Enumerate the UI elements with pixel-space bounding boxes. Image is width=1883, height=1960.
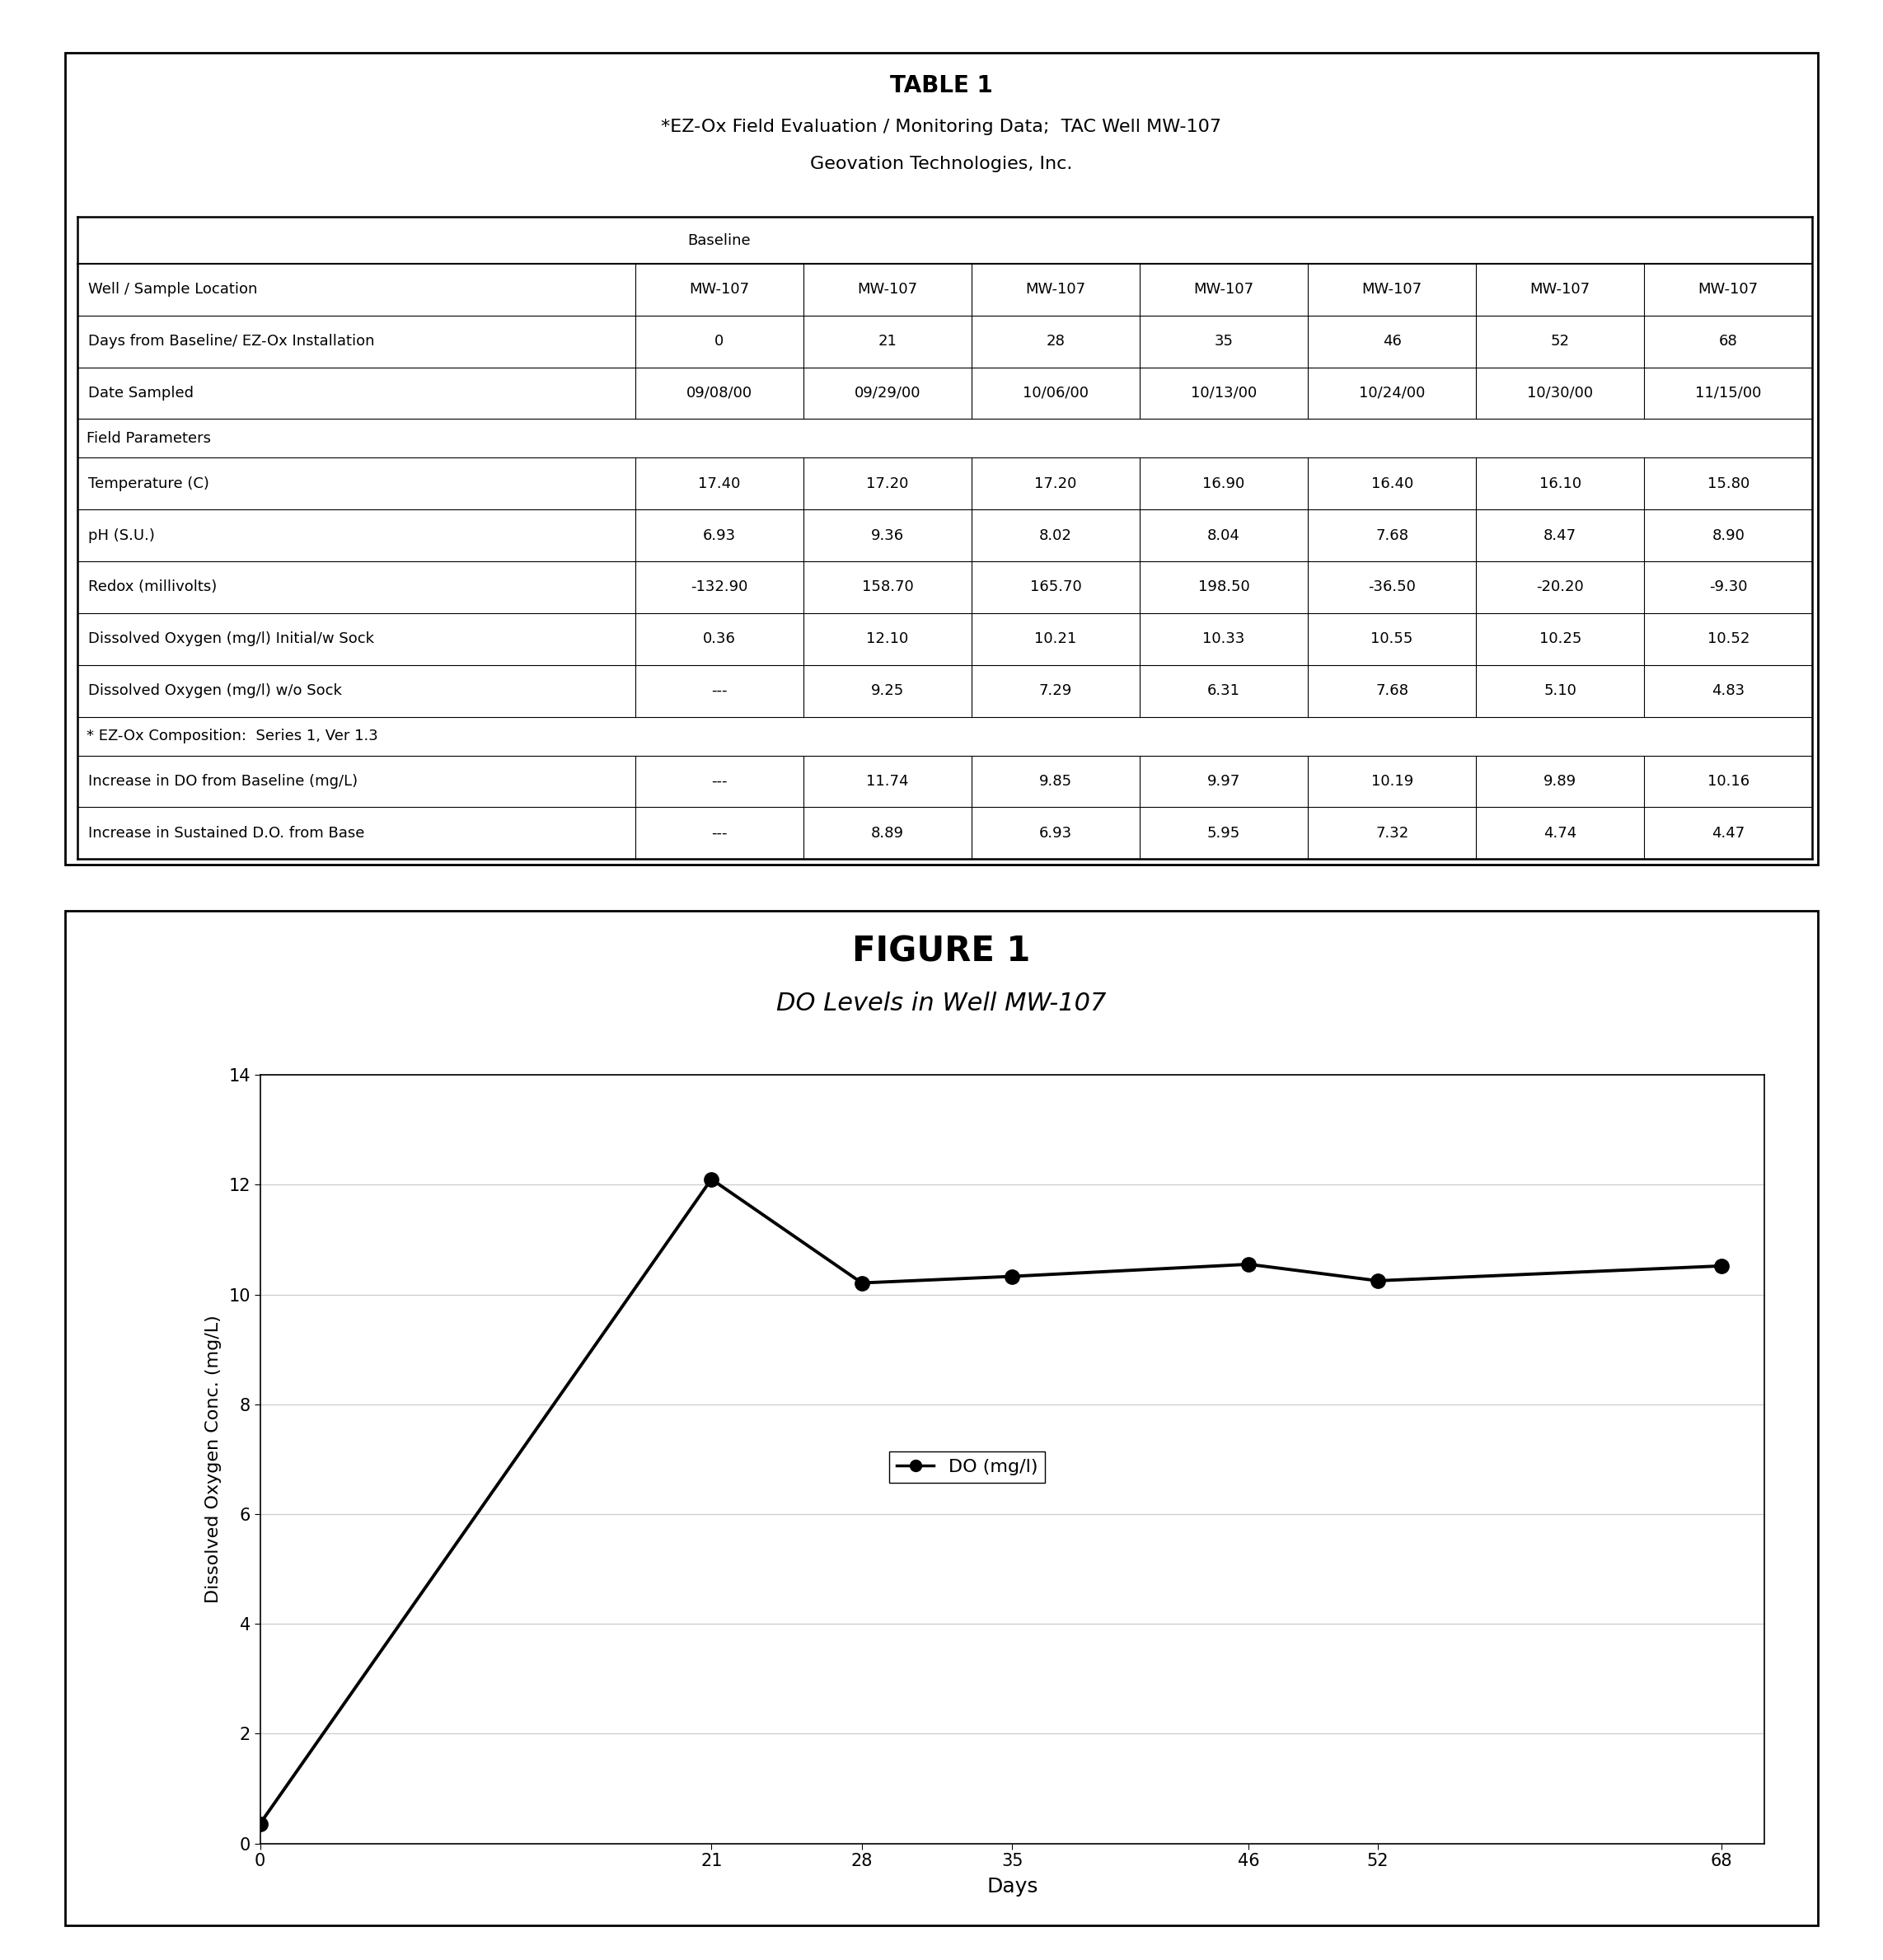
- Text: MW-107: MW-107: [1698, 282, 1759, 298]
- Text: 8.02: 8.02: [1039, 527, 1071, 543]
- Text: Dissolved Oxygen (mg/l) Initial/w Sock: Dissolved Oxygen (mg/l) Initial/w Sock: [89, 631, 375, 647]
- Text: Dissolved Oxygen (mg/l) w/o Sock: Dissolved Oxygen (mg/l) w/o Sock: [89, 684, 343, 698]
- Text: 4.83: 4.83: [1712, 684, 1746, 698]
- Text: 9.25: 9.25: [872, 684, 904, 698]
- Text: 7.68: 7.68: [1375, 684, 1408, 698]
- Text: 4.47: 4.47: [1712, 825, 1746, 841]
- Text: 8.04: 8.04: [1207, 527, 1241, 543]
- Text: 6.93: 6.93: [1039, 825, 1071, 841]
- Text: 10.52: 10.52: [1708, 631, 1749, 647]
- Text: 10/06/00: 10/06/00: [1022, 386, 1088, 400]
- Text: 4.74: 4.74: [1544, 825, 1576, 841]
- Text: Increase in DO from Baseline (mg/L): Increase in DO from Baseline (mg/L): [89, 774, 358, 788]
- Text: 7.29: 7.29: [1039, 684, 1071, 698]
- Text: 0: 0: [716, 333, 723, 349]
- Text: 5.95: 5.95: [1207, 825, 1241, 841]
- Text: 68: 68: [1719, 333, 1738, 349]
- Text: 10/30/00: 10/30/00: [1527, 386, 1593, 400]
- Text: 9.85: 9.85: [1039, 774, 1071, 788]
- Text: ---: ---: [712, 774, 727, 788]
- Text: 9.89: 9.89: [1544, 774, 1576, 788]
- Text: 9.97: 9.97: [1207, 774, 1241, 788]
- Text: Temperature (C): Temperature (C): [89, 476, 209, 492]
- Text: 10.25: 10.25: [1538, 631, 1582, 647]
- Text: Increase in Sustained D.O. from Base: Increase in Sustained D.O. from Base: [89, 825, 365, 841]
- Text: 165.70: 165.70: [1030, 580, 1081, 594]
- Text: -9.30: -9.30: [1710, 580, 1747, 594]
- Text: 11.74: 11.74: [866, 774, 909, 788]
- Text: FIGURE 1: FIGURE 1: [853, 935, 1030, 968]
- Text: 16.40: 16.40: [1371, 476, 1412, 492]
- Text: 28: 28: [1047, 333, 1066, 349]
- Text: 17.20: 17.20: [1034, 476, 1077, 492]
- Text: 198.50: 198.50: [1198, 580, 1250, 594]
- Text: Date Sampled: Date Sampled: [89, 386, 194, 400]
- Text: 09/29/00: 09/29/00: [855, 386, 921, 400]
- Text: 8.90: 8.90: [1712, 527, 1746, 543]
- X-axis label: Days: Days: [987, 1876, 1038, 1897]
- Text: ---: ---: [712, 684, 727, 698]
- Text: 10.16: 10.16: [1708, 774, 1749, 788]
- Text: 52: 52: [1550, 333, 1570, 349]
- Text: * EZ-Ox Composition:  Series 1, Ver 1.3: * EZ-Ox Composition: Series 1, Ver 1.3: [87, 729, 378, 743]
- Text: Baseline: Baseline: [687, 233, 751, 247]
- Text: Geovation Technologies, Inc.: Geovation Technologies, Inc.: [810, 155, 1073, 172]
- Text: 17.20: 17.20: [866, 476, 909, 492]
- Text: 6.31: 6.31: [1207, 684, 1241, 698]
- Text: MW-107: MW-107: [689, 282, 749, 298]
- Text: -36.50: -36.50: [1369, 580, 1416, 594]
- Text: 15.80: 15.80: [1708, 476, 1749, 492]
- Text: Well / Sample Location: Well / Sample Location: [89, 282, 258, 298]
- Legend: DO (mg/l): DO (mg/l): [889, 1450, 1045, 1482]
- Text: 8.89: 8.89: [872, 825, 904, 841]
- Text: 21: 21: [877, 333, 896, 349]
- Text: 35: 35: [1215, 333, 1233, 349]
- Text: 10.55: 10.55: [1371, 631, 1412, 647]
- Text: *EZ-Ox Field Evaluation / Monitoring Data;  TAC Well MW-107: *EZ-Ox Field Evaluation / Monitoring Dat…: [661, 120, 1222, 135]
- Text: Redox (millivolts): Redox (millivolts): [89, 580, 217, 594]
- Text: ---: ---: [712, 825, 727, 841]
- Text: -132.90: -132.90: [691, 580, 748, 594]
- Text: MW-107: MW-107: [857, 282, 917, 298]
- Text: 16.90: 16.90: [1203, 476, 1245, 492]
- Text: Field Parameters: Field Parameters: [87, 431, 211, 445]
- Text: DO Levels in Well MW-107: DO Levels in Well MW-107: [776, 992, 1107, 1015]
- Text: 5.10: 5.10: [1544, 684, 1576, 698]
- Text: 46: 46: [1382, 333, 1401, 349]
- Text: 17.40: 17.40: [699, 476, 740, 492]
- Text: 10/13/00: 10/13/00: [1190, 386, 1256, 400]
- Text: 7.32: 7.32: [1375, 825, 1408, 841]
- Text: 16.10: 16.10: [1538, 476, 1582, 492]
- Text: 9.36: 9.36: [872, 527, 904, 543]
- Text: 10.21: 10.21: [1034, 631, 1077, 647]
- Text: 7.68: 7.68: [1375, 527, 1408, 543]
- Text: -20.20: -20.20: [1537, 580, 1584, 594]
- Y-axis label: Dissolved Oxygen Conc. (mg/L): Dissolved Oxygen Conc. (mg/L): [205, 1315, 222, 1603]
- Text: Days from Baseline/ EZ-Ox Installation: Days from Baseline/ EZ-Ox Installation: [89, 333, 375, 349]
- Text: 12.10: 12.10: [866, 631, 909, 647]
- Text: 10.19: 10.19: [1371, 774, 1412, 788]
- Text: 11/15/00: 11/15/00: [1695, 386, 1761, 400]
- Text: 6.93: 6.93: [702, 527, 736, 543]
- Text: 0.36: 0.36: [702, 631, 736, 647]
- Text: MW-107: MW-107: [1194, 282, 1254, 298]
- Text: TABLE 1: TABLE 1: [891, 74, 992, 98]
- Text: 10/24/00: 10/24/00: [1360, 386, 1425, 400]
- Text: 158.70: 158.70: [862, 580, 913, 594]
- Text: MW-107: MW-107: [1026, 282, 1086, 298]
- Text: 10.33: 10.33: [1203, 631, 1245, 647]
- Text: MW-107: MW-107: [1361, 282, 1422, 298]
- Text: pH (S.U.): pH (S.U.): [89, 527, 154, 543]
- Text: 09/08/00: 09/08/00: [685, 386, 753, 400]
- Text: 8.47: 8.47: [1544, 527, 1576, 543]
- Text: MW-107: MW-107: [1531, 282, 1591, 298]
